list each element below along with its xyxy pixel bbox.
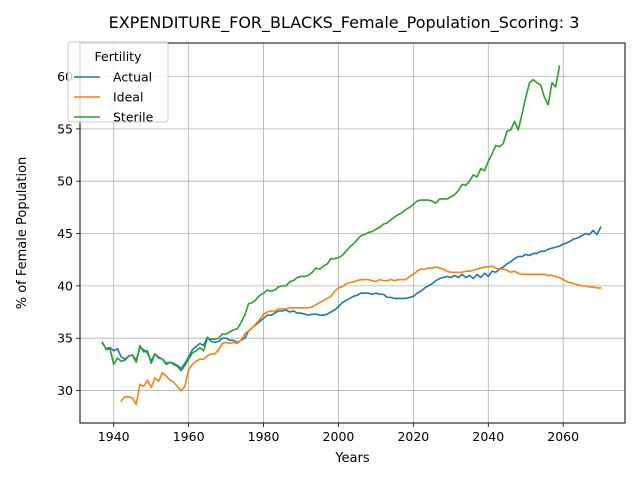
series-line-ideal — [120, 265, 602, 405]
y-tick-label: 35 — [57, 331, 73, 346]
y-axis-label: % of Female Population — [15, 157, 30, 310]
grid — [80, 43, 625, 423]
y-tick-label: 30 — [57, 383, 73, 398]
legend-items: Actual Ideal Sterile — [74, 70, 154, 125]
x-tick-label: 1940 — [98, 429, 130, 444]
legend: Fertility Actual Ideal Sterile — [67, 41, 169, 125]
chart-title: EXPENDITURE_FOR_BLACKS_Female_Population… — [109, 13, 580, 33]
legend-label-ideal: Ideal — [113, 90, 143, 105]
y-tick-label: 40 — [57, 278, 73, 293]
x-tick-label: 2020 — [397, 429, 429, 444]
x-tick-label: 1960 — [173, 429, 205, 444]
x-tick-label: 2000 — [323, 429, 355, 444]
legend-label-sterile: Sterile — [113, 110, 154, 125]
plot-frame — [79, 42, 626, 424]
series-line-sterile — [101, 65, 561, 372]
x-tick-label: 2040 — [472, 429, 504, 444]
y-tick-label: 45 — [57, 226, 73, 241]
legend-label-actual: Actual — [113, 70, 152, 85]
x-axis-ticks: 1940 1960 1980 2000 2020 2040 2060 — [98, 423, 579, 444]
legend-title: Fertility — [95, 49, 143, 64]
y-tick-label: 50 — [57, 174, 73, 189]
x-tick-label: 2060 — [547, 429, 579, 444]
series-line-actual — [101, 226, 602, 370]
legend-box — [67, 41, 169, 123]
x-axis-label: Years — [334, 451, 370, 466]
y-tick-label: 55 — [57, 121, 73, 136]
series-layer — [101, 65, 602, 405]
x-tick-label: 1980 — [248, 429, 280, 444]
